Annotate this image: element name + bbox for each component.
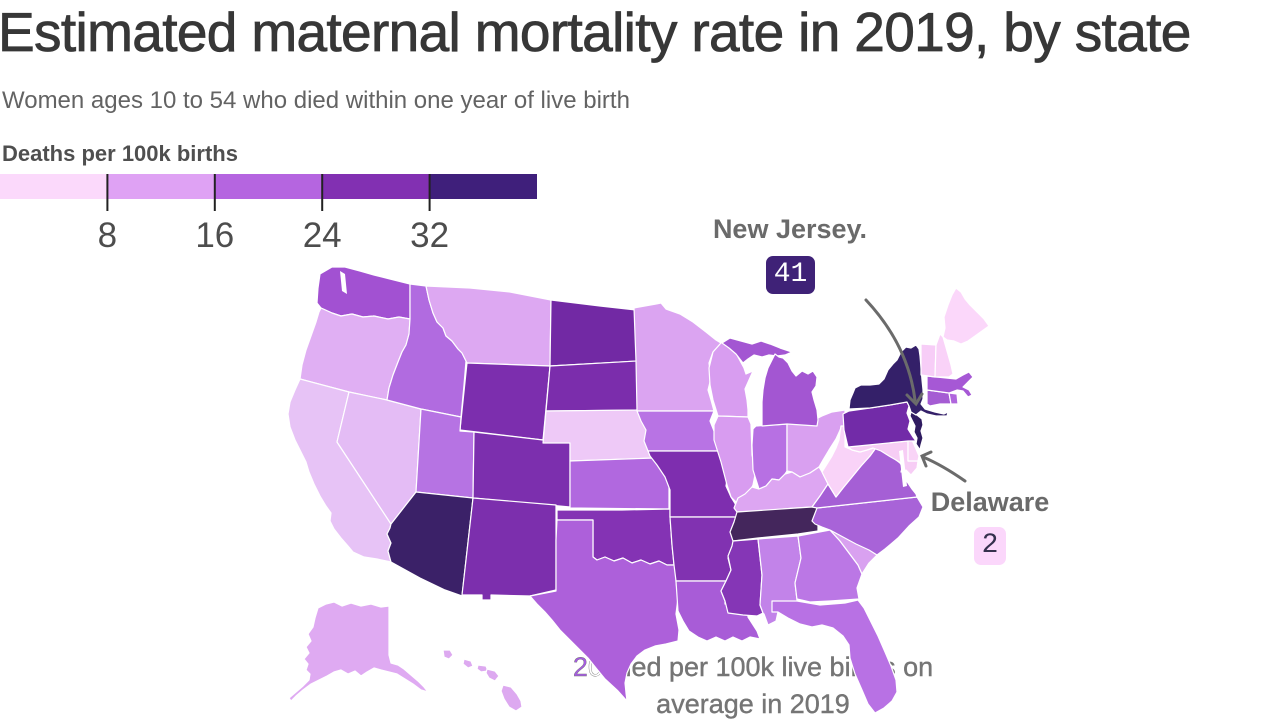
svg-text:16: 16 — [195, 216, 234, 255]
svg-text:32: 32 — [410, 216, 449, 255]
svg-text:24: 24 — [303, 216, 342, 255]
svg-text:8: 8 — [98, 216, 117, 255]
